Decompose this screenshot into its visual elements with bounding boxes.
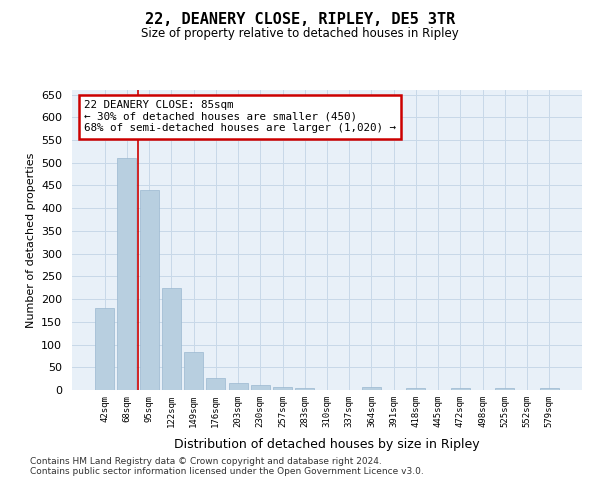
Bar	[362, 387, 381, 390]
Bar	[406, 388, 425, 390]
Bar	[184, 352, 203, 390]
Bar	[140, 190, 158, 390]
Bar	[251, 386, 270, 390]
Bar	[295, 388, 314, 390]
Text: 22 DEANERY CLOSE: 85sqm
← 30% of detached houses are smaller (450)
68% of semi-d: 22 DEANERY CLOSE: 85sqm ← 30% of detache…	[84, 100, 396, 133]
Text: 22, DEANERY CLOSE, RIPLEY, DE5 3TR: 22, DEANERY CLOSE, RIPLEY, DE5 3TR	[145, 12, 455, 28]
Bar	[118, 158, 136, 390]
Text: Size of property relative to detached houses in Ripley: Size of property relative to detached ho…	[141, 28, 459, 40]
Y-axis label: Number of detached properties: Number of detached properties	[26, 152, 35, 328]
Bar	[95, 308, 114, 390]
X-axis label: Distribution of detached houses by size in Ripley: Distribution of detached houses by size …	[174, 438, 480, 451]
Text: Contains HM Land Registry data © Crown copyright and database right 2024.: Contains HM Land Registry data © Crown c…	[30, 458, 382, 466]
Bar	[162, 288, 181, 390]
Text: Contains public sector information licensed under the Open Government Licence v3: Contains public sector information licen…	[30, 468, 424, 476]
Bar	[496, 388, 514, 390]
Bar	[451, 388, 470, 390]
Bar	[273, 387, 292, 390]
Bar	[229, 383, 248, 390]
Bar	[540, 388, 559, 390]
Bar	[206, 378, 225, 390]
